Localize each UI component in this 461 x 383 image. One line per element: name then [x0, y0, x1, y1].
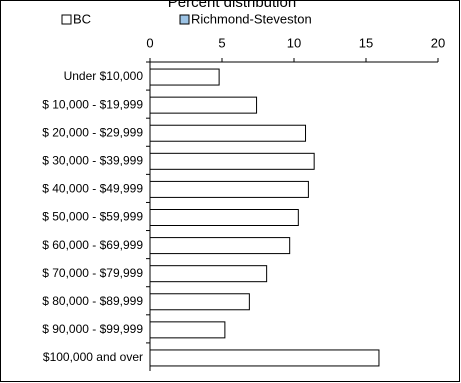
y-tick-label: $ 90,000 - $99,999: [42, 322, 143, 336]
y-tick-label: $ 10,000 - $19,999: [42, 97, 143, 111]
y-tick-label: $ 20,000 - $29,999: [42, 125, 143, 139]
legend-label: BC: [73, 11, 91, 26]
bar: [149, 124, 307, 142]
x-tick-label: 10: [287, 35, 301, 50]
x-tick-label: 15: [359, 35, 373, 50]
bar: [149, 96, 258, 114]
x-tick-label: 0: [146, 35, 153, 50]
bar: [149, 180, 309, 198]
bar: [149, 68, 220, 86]
y-tick-label: $ 50,000 - $59,999: [42, 210, 143, 224]
bar: [149, 349, 380, 367]
y-tick-label: $ 40,000 - $49,999: [42, 182, 143, 196]
bar: [149, 237, 291, 255]
legend-swatch: [61, 14, 72, 25]
x-tick-label: 20: [431, 35, 445, 50]
legend-label: Richmond-Steveston: [191, 11, 312, 26]
x-tick-label: 5: [218, 35, 225, 50]
y-tick-label: $ 70,000 - $79,999: [42, 266, 143, 280]
bar: [149, 209, 299, 226]
bar: [149, 265, 268, 283]
y-tick-label: $100,000 and over: [43, 350, 143, 364]
y-tick-label: Under $10,000: [64, 69, 144, 83]
bar: [149, 321, 226, 339]
y-tick-label: $ 30,000 - $39,999: [42, 153, 143, 167]
bar: [149, 152, 315, 170]
legend-swatch: [179, 14, 190, 25]
y-tick-label: $ 60,000 - $69,999: [42, 238, 143, 252]
y-tick-label: $ 80,000 - $89,999: [42, 294, 143, 308]
chart-title: Percent distribution: [168, 0, 296, 11]
bar: [149, 293, 250, 311]
